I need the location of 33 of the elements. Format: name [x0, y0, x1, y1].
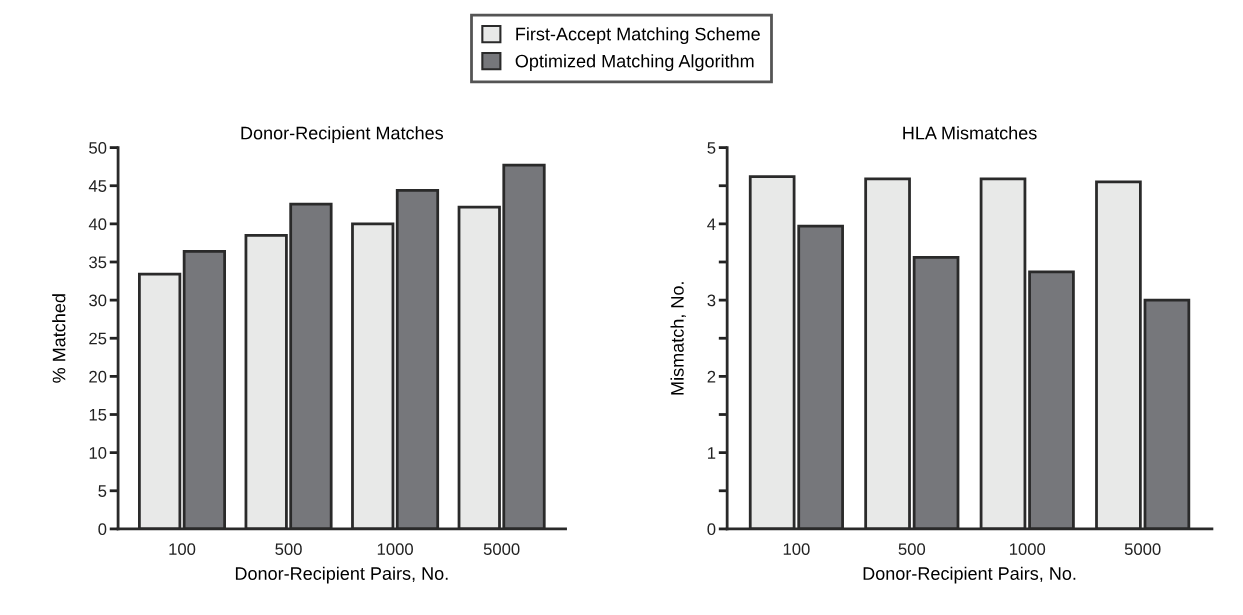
y-tick-label: 5: [707, 142, 716, 154]
x-tick-label: 100: [783, 543, 810, 556]
x-tick-label: 500: [275, 543, 302, 556]
chart-title: Donor-Recipient Matches: [241, 126, 444, 144]
y-axis-title: Mismatch, No.: [670, 282, 686, 395]
y-tick-label: 45: [88, 180, 107, 192]
x-axis-title: Donor-Recipient Pairs, No.: [235, 566, 448, 584]
x-tick-label: 5000: [483, 543, 520, 556]
y-tick-label: 30: [89, 294, 107, 307]
y-tick-label: 15: [89, 409, 107, 421]
x-tick-label: 500: [898, 543, 926, 556]
x-tick-label: 100: [169, 543, 196, 556]
y-tick-label: 2: [707, 370, 716, 383]
legend-label: First-Accept Matching Scheme: [516, 27, 760, 45]
legend-label: Optimized Matching Algorithm: [515, 54, 754, 72]
y-tick-label: 50: [89, 142, 107, 154]
y-tick-label: 10: [89, 447, 107, 459]
y-tick-label: 4: [707, 218, 716, 230]
x-tick-label: 1000: [1009, 543, 1046, 556]
x-axis-title: Donor-Recipient Pairs, No.: [863, 566, 1076, 584]
y-tick-label: 5: [98, 485, 107, 497]
y-tick-label: 0: [707, 523, 716, 536]
y-axis-title: % Matched: [52, 294, 66, 383]
chart-title: HLA Mismatches: [903, 126, 1037, 140]
y-tick-label: 35: [89, 256, 107, 269]
x-tick-label: 1000: [377, 543, 413, 556]
y-tick-label: 1: [708, 447, 716, 459]
y-tick-label: 3: [707, 294, 716, 307]
y-tick-label: 0: [98, 523, 107, 536]
y-tick-label: 25: [89, 332, 107, 345]
x-tick-label: 5000: [1124, 543, 1161, 556]
y-tick-label: 40: [88, 218, 107, 231]
y-tick-label: 20: [89, 370, 107, 383]
